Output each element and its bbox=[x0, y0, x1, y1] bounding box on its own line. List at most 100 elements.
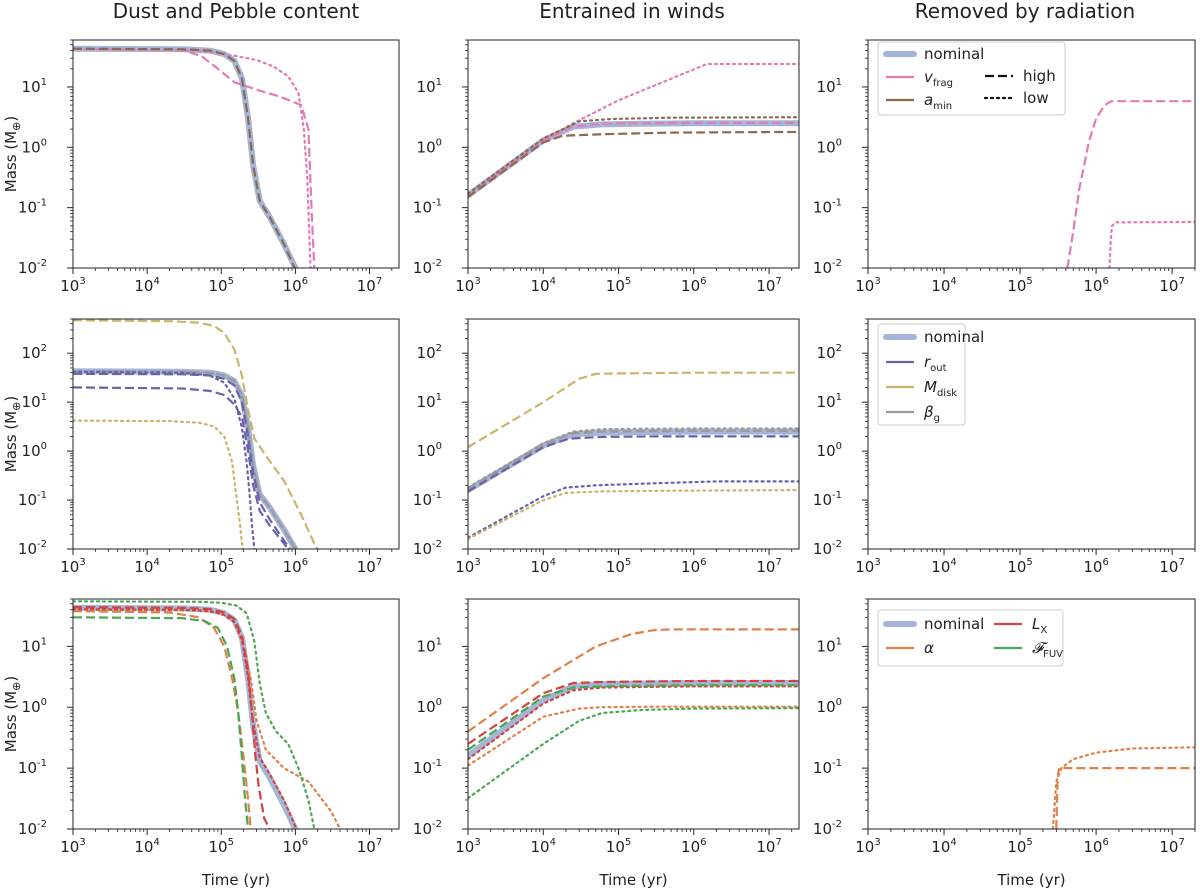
x-axis-ticks: 103 104 105 106 107 bbox=[455, 268, 793, 295]
y-axis-ticks: 10-2 10-1 100 101 102 bbox=[813, 318, 868, 558]
y-tick-label: 102 bbox=[817, 343, 842, 362]
series-line-alpha-high bbox=[468, 628, 799, 733]
x-tick-label: 105 bbox=[209, 557, 234, 576]
series-line-nominal bbox=[73, 45, 299, 268]
y-tick-label: 101 bbox=[22, 77, 47, 96]
series-line-lx-low bbox=[73, 608, 297, 828]
x-tick-label: 104 bbox=[931, 837, 956, 856]
y-tick-label: 100 bbox=[22, 697, 47, 716]
series-line-rout-high bbox=[468, 435, 799, 493]
x-tick-label: 106 bbox=[681, 557, 706, 576]
y-axis-label: Mass (M⊕) bbox=[2, 116, 23, 192]
panel-r1-c2: 103 104 105 106 107 10-2 10-1 100 101 102 bbox=[813, 318, 1196, 576]
y-tick-label: 10-2 bbox=[413, 258, 442, 277]
series-line-nominal bbox=[468, 680, 799, 759]
x-tick-label: 106 bbox=[283, 557, 308, 576]
y-tick-label: 101 bbox=[417, 77, 442, 96]
series-line-vfrag-low bbox=[73, 47, 312, 268]
x-tick-label: 107 bbox=[756, 276, 781, 295]
series-line-fuv-high bbox=[468, 684, 799, 751]
series-line-mdisk-low bbox=[73, 419, 244, 549]
axes-frame bbox=[72, 598, 400, 830]
legend-label: nominal bbox=[924, 328, 984, 346]
y-axis-label: Mass (M⊕) bbox=[2, 676, 23, 752]
y-tick-label: 10-2 bbox=[813, 258, 842, 277]
y-tick-label: 10-1 bbox=[18, 198, 47, 217]
y-tick-label: 101 bbox=[22, 392, 47, 411]
panel-r2-c0: 103 104 105 106 107 10-2 10-1 100 101 Mass (M⊕) Ti… bbox=[2, 598, 400, 889]
series-line-vfrag-high bbox=[1066, 100, 1195, 268]
x-tick-label: 106 bbox=[1083, 276, 1108, 295]
panel-r2-c2: 103 104 105 106 107 10-2 10-1 100 101 Time (yr) bbox=[813, 598, 1196, 889]
y-axis-label: Mass (M⊕) bbox=[2, 396, 23, 472]
series-group bbox=[73, 600, 342, 829]
x-tick-label: 103 bbox=[455, 557, 480, 576]
x-tick-label: 106 bbox=[681, 276, 706, 295]
x-tick-label: 105 bbox=[606, 557, 631, 576]
column-title-winds: Entrained in winds bbox=[539, 0, 725, 23]
axes-frame bbox=[467, 39, 800, 269]
x-tick-label: 105 bbox=[606, 837, 631, 856]
series-line-lx-high bbox=[73, 606, 271, 829]
series-line-alpha-low bbox=[73, 608, 342, 829]
x-axis-ticks: 103 104 105 106 107 bbox=[855, 549, 1196, 576]
x-tick-label: 104 bbox=[931, 276, 956, 295]
series-line-fuv-low bbox=[73, 600, 316, 829]
series-line-nominal bbox=[73, 368, 299, 549]
panel-r1-c0: 103 104 105 106 107 10-2 10-1 100 101 102 Mass (M⊕… bbox=[2, 318, 400, 576]
x-tick-label: 103 bbox=[60, 557, 85, 576]
series-line-mdisk-high bbox=[73, 319, 319, 549]
y-axis-ticks: 10-2 10-1 100 101 102 bbox=[413, 318, 468, 558]
legend-box bbox=[877, 323, 966, 426]
x-tick-label: 105 bbox=[209, 837, 234, 856]
y-tick-label: 100 bbox=[817, 697, 842, 716]
series-line-rout-low bbox=[468, 480, 799, 539]
series-line-alpha-high bbox=[1055, 767, 1195, 829]
y-tick-label: 10-2 bbox=[18, 539, 47, 558]
x-tick-label: 107 bbox=[1159, 557, 1184, 576]
x-tick-label: 107 bbox=[357, 557, 382, 576]
x-tick-label: 105 bbox=[1007, 837, 1032, 856]
y-tick-label: 10-1 bbox=[813, 490, 842, 509]
series-line-fuv-high bbox=[73, 616, 250, 829]
series-group bbox=[468, 628, 799, 800]
series-line-beta_g-low bbox=[73, 370, 297, 549]
series-line-lx-high bbox=[468, 679, 799, 745]
x-tick-label: 103 bbox=[855, 837, 880, 856]
y-tick-label: 101 bbox=[417, 392, 442, 411]
y-tick-label: 10-2 bbox=[813, 819, 842, 838]
series-line-fuv-low bbox=[468, 707, 799, 800]
x-tick-label: 105 bbox=[209, 276, 234, 295]
y-tick-label: 10-1 bbox=[18, 490, 47, 509]
y-tick-label: 101 bbox=[817, 392, 842, 411]
y-tick-label: 100 bbox=[817, 137, 842, 156]
x-tick-label: 104 bbox=[134, 837, 159, 856]
y-tick-label: 102 bbox=[417, 343, 442, 362]
x-axis-label: Time (yr) bbox=[201, 871, 270, 889]
x-tick-label: 106 bbox=[681, 837, 706, 856]
y-tick-label: 10-2 bbox=[413, 539, 442, 558]
series-line-rout-dotted bbox=[73, 370, 256, 549]
legend-label: α bbox=[924, 639, 934, 657]
y-tick-label: 10-2 bbox=[18, 258, 47, 277]
series-line-mdisk-low bbox=[468, 489, 799, 541]
series-line-vfrag-low bbox=[1108, 220, 1195, 268]
legend-label: nominal bbox=[924, 45, 984, 63]
x-tick-label: 105 bbox=[606, 276, 631, 295]
y-tick-label: 100 bbox=[417, 441, 442, 460]
x-axis-ticks: 103 104 105 106 107 bbox=[455, 829, 793, 856]
x-tick-label: 107 bbox=[357, 276, 382, 295]
x-axis-ticks: 103 104 105 106 107 bbox=[60, 829, 393, 856]
y-axis-ticks: 10-2 10-1 100 101 bbox=[18, 598, 73, 838]
y-axis-ticks: 10-2 10-1 100 101 bbox=[413, 598, 468, 838]
y-tick-label: 10-1 bbox=[813, 758, 842, 777]
y-tick-label: 101 bbox=[817, 77, 842, 96]
series-group bbox=[73, 45, 316, 268]
x-tick-label: 106 bbox=[1083, 837, 1108, 856]
panel-r1-c1: 103 104 105 106 107 10-2 10-1 100 101 102 bbox=[413, 318, 800, 576]
x-tick-label: 103 bbox=[60, 837, 85, 856]
